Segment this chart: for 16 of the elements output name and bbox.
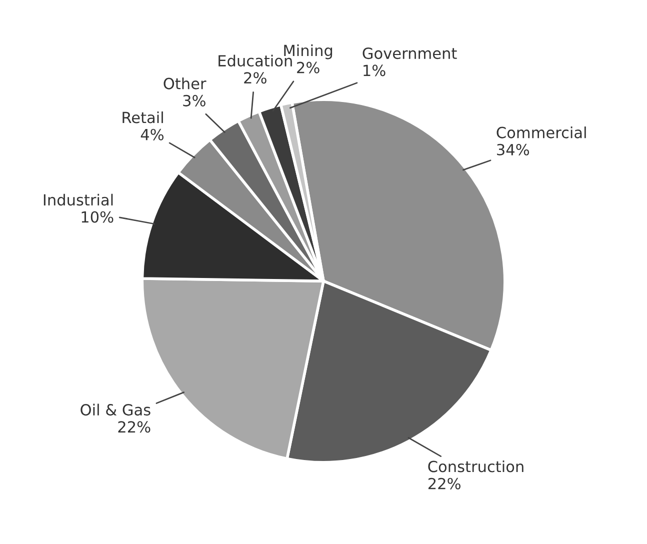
slice-label: Commercial bbox=[496, 126, 586, 138]
data-label: 22% bbox=[428, 478, 460, 490]
slice-label: Oil & Gas bbox=[80, 404, 150, 416]
data-label: 22% bbox=[118, 421, 150, 433]
data-label: 3% bbox=[183, 94, 206, 106]
slice-label: Other bbox=[164, 78, 206, 90]
data-label: 2% bbox=[244, 72, 266, 84]
slice-label: Construction bbox=[428, 460, 524, 472]
slice-label: Retail bbox=[122, 111, 163, 124]
data-label: 10% bbox=[82, 211, 114, 223]
slice-label: Industrial bbox=[44, 194, 113, 206]
data-label: 1% bbox=[364, 64, 386, 76]
slice-label: Government bbox=[362, 48, 457, 60]
data-label: 4% bbox=[140, 128, 164, 140]
data-label: 2% bbox=[297, 62, 320, 74]
data-label: 34% bbox=[497, 144, 530, 156]
